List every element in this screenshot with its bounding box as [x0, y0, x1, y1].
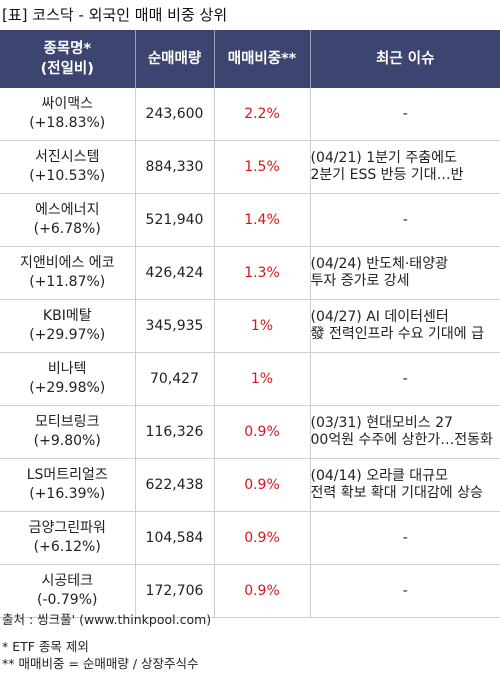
trade-ratio-cell: 0.9% — [213, 458, 310, 512]
table-row: 시공테크 (-0.79%) 172,706 0.9% - — [0, 564, 500, 618]
net-volume-cell: 622,438 — [134, 458, 214, 512]
recent-issue-line: - — [402, 370, 408, 387]
net-volume-cell: 521,940 — [134, 193, 214, 247]
recent-issue-line: - — [402, 582, 408, 599]
stock-change: (-0.79%) — [37, 592, 98, 608]
recent-issue-cell: (04/14) 오라클 대규모 전력 확보 확대 기대감에 상승 — [309, 458, 500, 512]
table-body: 싸이맥스 (+18.83%) 243,600 2.2% - 서진시스템 (+10.53%) 8… — [0, 88, 500, 618]
stock-change: (+18.83%) — [29, 115, 106, 131]
table-row: KBI메탈 (+29.97%) 345,935 1% (04/27) AI 데이터센터 發… — [0, 299, 500, 353]
stock-change: (+10.53%) — [29, 168, 106, 184]
trade-ratio-cell: 0.9% — [213, 405, 310, 459]
stock-name: 에스에너지 — [35, 202, 100, 218]
stock-name-cell: 에스에너지 (+6.78%) — [0, 193, 135, 247]
stock-name: 시공테크 — [41, 573, 94, 589]
table-row: 서진시스템 (+10.53%) 884,330 1.5% (04/21) 1분기 주춤에… — [0, 140, 500, 194]
recent-issue-line: 發 전력인프라 수요 기대에 급 — [310, 326, 484, 342]
recent-issue-line: - — [402, 211, 408, 228]
stock-change: (+29.98%) — [29, 380, 106, 396]
net-volume-cell: 70,427 — [134, 352, 214, 406]
recent-issue-line: (03/31) 현대모비스 27 — [310, 415, 453, 431]
column-header-stock-line1: 종목명* — [43, 41, 92, 57]
page-title: [표] 코스닥 - 외국인 매매 비중 상위 — [2, 6, 228, 24]
recent-issue-line: 전력 확보 확대 기대감에 상승 — [310, 485, 483, 501]
stock-name-cell: 시공테크 (-0.79%) — [0, 564, 135, 618]
recent-issue-line: - — [402, 529, 408, 546]
table-row: 싸이맥스 (+18.83%) 243,600 2.2% - — [0, 88, 500, 141]
recent-issue-line: (04/27) AI 데이터센터 — [310, 309, 449, 325]
recent-issue-line: 투자 증가로 강세 — [310, 273, 410, 289]
stock-name-cell: 모티브링크 (+9.80%) — [0, 405, 135, 459]
net-volume-cell: 104,584 — [134, 511, 214, 565]
net-volume-cell: 172,706 — [134, 564, 214, 618]
net-volume-cell: 426,424 — [134, 246, 214, 300]
net-volume-cell: 116,326 — [134, 405, 214, 459]
trade-ratio-cell: 1% — [213, 352, 310, 406]
column-header-stock: 종목명* (전일비) — [0, 30, 135, 88]
trade-ratio-cell: 1.3% — [213, 246, 310, 300]
recent-issue-line: - — [402, 105, 408, 122]
footer-source: 출처 : 씽크풀' (www.thinkpool.com) — [2, 612, 212, 627]
recent-issue-cell: (04/21) 1분기 주춤에도 2분기 ESS 반등 기대…반 — [309, 140, 500, 194]
net-volume-cell: 345,935 — [134, 299, 214, 353]
footer-note-etf: * ETF 종목 제외 — [2, 639, 89, 654]
stock-change: (+6.78%) — [33, 221, 101, 237]
stock-change: (+11.87%) — [29, 274, 106, 290]
table-row: 지앤비에스 에코 (+11.87%) 426,424 1.3% (04/24) 반도체·… — [0, 246, 500, 300]
table-row: LS머트리얼즈 (+16.39%) 622,438 0.9% (04/14) 오라클 대… — [0, 458, 500, 512]
column-header-ratio: 매매비중** — [213, 30, 310, 88]
stock-name-cell: 서진시스템 (+10.53%) — [0, 140, 135, 194]
trade-ratio-cell: 2.2% — [213, 88, 310, 141]
recent-issue-line: (04/24) 반도체·태양광 — [310, 256, 448, 272]
stock-name-cell: KBI메탈 (+29.97%) — [0, 299, 135, 353]
trade-ratio-cell: 0.9% — [213, 511, 310, 565]
stock-name: 서진시스템 — [35, 149, 100, 165]
table-row: 비나텍 (+29.98%) 70,427 1% - — [0, 352, 500, 406]
recent-issue-cell: - — [309, 564, 500, 618]
stock-change: (+29.97%) — [29, 327, 106, 343]
table-row: 금양그린파워 (+6.12%) 104,584 0.9% - — [0, 511, 500, 565]
stock-change: (+9.80%) — [33, 433, 101, 449]
recent-issue-cell: - — [309, 352, 500, 406]
trade-ratio-cell: 1.5% — [213, 140, 310, 194]
stock-name: 싸이맥스 — [41, 96, 94, 112]
stock-name: 모티브링크 — [35, 414, 100, 430]
net-volume-cell: 884,330 — [134, 140, 214, 194]
recent-issue-cell: - — [309, 511, 500, 565]
stock-name: LS머트리얼즈 — [26, 467, 108, 483]
recent-issue-line: 2분기 ESS 반등 기대…반 — [310, 167, 464, 183]
table-header-row: 종목명* (전일비) 순매매량 매매비중** 최근 이슈 — [0, 30, 500, 88]
stock-name: KBI메탈 — [42, 308, 92, 324]
recent-issue-cell: (03/31) 현대모비스 27 00억원 수주에 상한가…전동화 — [309, 405, 500, 459]
stock-name-cell: 비나텍 (+29.98%) — [0, 352, 135, 406]
stock-name-cell: 싸이맥스 (+18.83%) — [0, 88, 135, 141]
stock-change: (+16.39%) — [29, 486, 106, 502]
recent-issue-line: (04/14) 오라클 대규모 — [310, 468, 448, 484]
trade-ratio-cell: 0.9% — [213, 564, 310, 618]
stock-name: 금양그린파워 — [28, 520, 106, 536]
column-header-issue: 최근 이슈 — [309, 30, 500, 88]
recent-issue-cell: - — [309, 88, 500, 141]
table-row: 모티브링크 (+9.80%) 116,326 0.9% (03/31) 현대모비스 27… — [0, 405, 500, 459]
recent-issue-cell: (04/27) AI 데이터센터 發 전력인프라 수요 기대에 급 — [309, 299, 500, 353]
column-header-stock-line2: (전일비) — [40, 61, 94, 77]
recent-issue-cell: - — [309, 193, 500, 247]
stock-name-cell: 지앤비에스 에코 (+11.87%) — [0, 246, 135, 300]
foreign-trading-table: 종목명* (전일비) 순매매량 매매비중** 최근 이슈 싸이맥스 (+18.83… — [0, 30, 500, 618]
table-row: 에스에너지 (+6.78%) 521,940 1.4% - — [0, 193, 500, 247]
stock-name-cell: 금양그린파워 (+6.12%) — [0, 511, 135, 565]
stock-name: 비나텍 — [47, 361, 87, 377]
column-header-volume: 순매매량 — [134, 30, 214, 88]
stock-name: 지앤비에스 에코 — [19, 255, 115, 271]
recent-issue-line: (04/21) 1분기 주춤에도 — [310, 150, 457, 166]
trade-ratio-cell: 1% — [213, 299, 310, 353]
footer-note-ratio: ** 매매비중 = 순매매량 / 상장주식수 — [2, 656, 199, 671]
stock-name-cell: LS머트리얼즈 (+16.39%) — [0, 458, 135, 512]
recent-issue-cell: (04/24) 반도체·태양광 투자 증가로 강세 — [309, 246, 500, 300]
recent-issue-line: 00억원 수주에 상한가…전동화 — [310, 432, 493, 448]
stock-change: (+6.12%) — [33, 539, 101, 555]
net-volume-cell: 243,600 — [134, 88, 214, 141]
trade-ratio-cell: 1.4% — [213, 193, 310, 247]
